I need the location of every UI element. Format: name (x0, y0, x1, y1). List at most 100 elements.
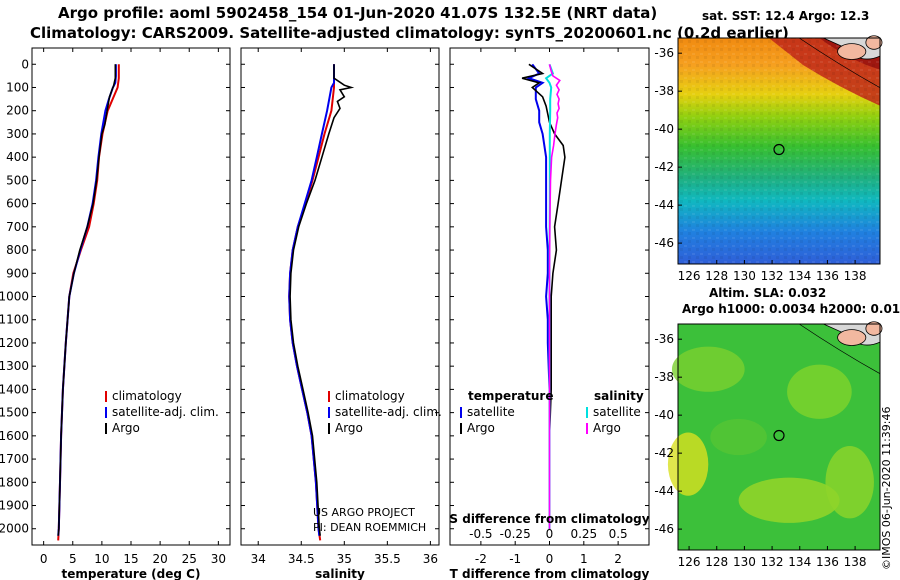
x-tick-label: 36 (423, 552, 438, 566)
lat-tick-label: -42 (654, 446, 674, 460)
float-position-marker (773, 429, 785, 442)
map-sst: -36 -38 -40 -42 -44 -46 126 128 130 132 134 136 138 (654, 35, 883, 283)
x-tick-label: -1 (509, 552, 521, 566)
project-note-line: PI: DEAN ROEMMICH (313, 521, 426, 534)
sla-blob (738, 477, 840, 523)
x-tick-label: 10 (94, 552, 109, 566)
y-tick-label: 1900 (0, 499, 29, 513)
lat-tick-label: -44 (654, 198, 674, 212)
lon-tick-label: 128 (705, 555, 728, 569)
y-tick-label: 800 (6, 243, 29, 257)
sla-map-title-2: Argo h1000: 0.0034 h2000: 0.011 (682, 302, 900, 316)
plot-frame-temperature (31, 47, 231, 546)
legend-temperature-2-label: Argo (112, 421, 140, 435)
legend-diff-temp-sat-label: satellite (467, 405, 515, 419)
profile-series (57, 63, 566, 541)
plot-frame-salinity (240, 47, 440, 546)
legend-salinity-0-label: climatology (335, 389, 405, 403)
y-tick-label: 900 (6, 266, 29, 280)
x2-tick-label: 0.25 (570, 527, 597, 541)
series-group-salinity (288, 64, 355, 541)
x-tick-label: 30 (211, 552, 226, 566)
lon-tick-label: 134 (788, 555, 811, 569)
x-tick-label: -2 (475, 552, 487, 566)
float-position-marker (773, 143, 785, 156)
series-group-temperature (57, 64, 120, 541)
legend-diff-temp-argo-label: Argo (467, 421, 495, 435)
x-tick-label: 35.5 (374, 552, 401, 566)
y-tick-label: 400 (6, 150, 29, 164)
x-tick-label: 0 (40, 552, 48, 566)
y-tick-label: 0 (21, 57, 29, 71)
lat-tick-label: -46 (654, 522, 674, 536)
map-frame (677, 37, 881, 265)
legend-diff-sal-sat-label: satellite (593, 405, 641, 419)
y-tick-label: 1100 (0, 313, 29, 327)
island (865, 321, 883, 336)
y-tick-label: 1500 (0, 406, 29, 420)
lon-tick-label: 130 (733, 269, 756, 283)
x-axis-label-difference: T difference from climatology (450, 567, 650, 580)
lat-tick-label: -40 (654, 408, 674, 422)
legend-diff-title-temperature: temperature (468, 389, 553, 403)
lat-tick-label: -44 (654, 484, 674, 498)
x2-tick-label: 0.5 (609, 527, 628, 541)
lat-tick-label: -38 (654, 370, 674, 384)
y-tick-label: 1700 (0, 452, 29, 466)
island (837, 43, 867, 60)
x-tick-label: 34.5 (288, 552, 315, 566)
lon-tick-label: 130 (733, 555, 756, 569)
legend-salinity-2-label: Argo (335, 421, 363, 435)
island (865, 35, 883, 50)
lon-tick-label: 132 (761, 269, 784, 283)
profile-axes: 0100200300400500600700800900100011001200… (0, 48, 650, 580)
legend-temperature-0-label: climatology (112, 389, 182, 403)
lat-tick-label: -42 (654, 160, 674, 174)
series-line-salinity-argo (548, 64, 561, 529)
header-line-1: Argo profile: aoml 5902458_154 01-Jun-20… (58, 4, 658, 22)
y-tick-label: 700 (6, 220, 29, 234)
sla-blob (825, 446, 874, 519)
lat-tick-label: -40 (654, 122, 674, 136)
x-tick-label: 1 (580, 552, 588, 566)
header-line-2: Climatology: CARS2009. Satellite-adjuste… (30, 24, 789, 42)
project-note-line: US ARGO PROJECT (313, 506, 415, 519)
lat-tick-label: -46 (654, 236, 674, 250)
lon-tick-label: 132 (761, 555, 784, 569)
lon-tick-label: 136 (816, 269, 839, 283)
x-tick-label: 5 (69, 552, 77, 566)
x-tick-label: 2 (614, 552, 622, 566)
y-tick-label: 200 (6, 104, 29, 118)
y-tick-label: 1300 (0, 359, 29, 373)
lon-tick-label: 138 (844, 269, 867, 283)
lon-tick-label: 126 (678, 555, 701, 569)
x-tick-label: 20 (152, 552, 167, 566)
sla-blob (710, 418, 767, 456)
y-tick-label: 500 (6, 173, 29, 187)
x-tick-label: 34 (251, 552, 266, 566)
lon-tick-label: 134 (788, 269, 811, 283)
x-tick-label: 35 (337, 552, 352, 566)
y-tick-label: 1000 (0, 290, 29, 304)
shelf-contour (799, 37, 881, 89)
x-axis-label-salinity: salinity (315, 567, 365, 580)
lat-tick-label: -36 (654, 46, 674, 60)
x2-tick-label: 0 (546, 527, 554, 541)
sst-texture (678, 38, 880, 264)
legend-diff-sal-argo-label: Argo (593, 421, 621, 435)
x-tick-label: 25 (182, 552, 197, 566)
sla-map-title-1: Altim. SLA: 0.032 (709, 286, 827, 300)
legend-salinity-1-label: satellite-adj. clim. (335, 405, 442, 419)
x2-axis-label: S difference from climatology (449, 512, 649, 526)
y-tick-label: 300 (6, 127, 29, 141)
island (837, 329, 867, 346)
y-tick-label: 1800 (0, 475, 29, 489)
lon-tick-label: 138 (844, 555, 867, 569)
x-axis-label-temperature: temperature (deg C) (62, 567, 201, 580)
y-tick-label: 1200 (0, 336, 29, 350)
legend-temperature-1-label: satellite-adj. clim. (112, 405, 219, 419)
x2-tick-label: -0.25 (500, 527, 531, 541)
shelf-contour (799, 323, 881, 375)
series-line-argo (289, 64, 355, 536)
